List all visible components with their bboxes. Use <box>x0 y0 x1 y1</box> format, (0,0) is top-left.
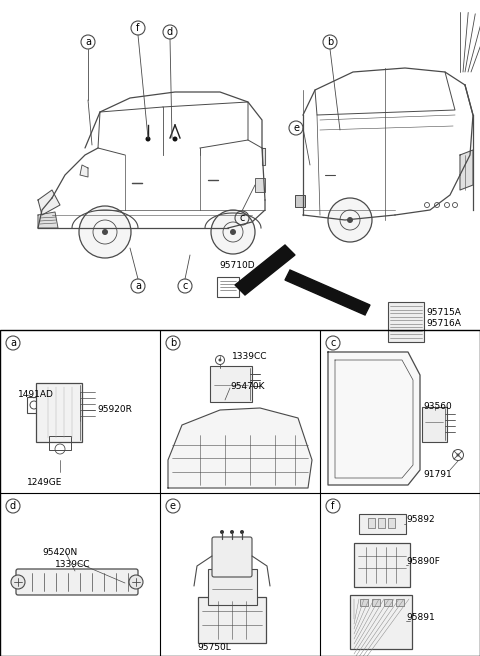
FancyBboxPatch shape <box>372 599 380 606</box>
Text: 95715A: 95715A <box>426 308 461 317</box>
Text: 93560: 93560 <box>423 402 452 411</box>
Text: d: d <box>10 501 16 511</box>
Text: 95920R: 95920R <box>97 405 132 415</box>
Text: 95420N: 95420N <box>42 548 77 557</box>
Text: c: c <box>182 281 188 291</box>
FancyBboxPatch shape <box>388 518 395 528</box>
FancyBboxPatch shape <box>255 178 265 192</box>
FancyBboxPatch shape <box>359 514 406 534</box>
Text: c: c <box>330 338 336 348</box>
FancyBboxPatch shape <box>210 366 252 402</box>
Circle shape <box>172 136 178 142</box>
Text: a: a <box>135 281 141 291</box>
FancyBboxPatch shape <box>368 518 375 528</box>
FancyBboxPatch shape <box>421 407 446 441</box>
FancyBboxPatch shape <box>384 599 392 606</box>
Circle shape <box>145 136 151 142</box>
Text: d: d <box>167 27 173 37</box>
Circle shape <box>79 206 131 258</box>
FancyBboxPatch shape <box>350 595 412 649</box>
Circle shape <box>218 358 221 361</box>
Text: b: b <box>327 37 333 47</box>
Text: a: a <box>10 338 16 348</box>
Bar <box>0 330 480 656</box>
Text: a: a <box>85 37 91 47</box>
Circle shape <box>347 217 353 223</box>
FancyBboxPatch shape <box>16 569 138 595</box>
Polygon shape <box>262 148 265 165</box>
Text: 1249GE: 1249GE <box>27 478 63 487</box>
Polygon shape <box>38 190 60 215</box>
Circle shape <box>129 575 143 589</box>
Polygon shape <box>168 408 312 488</box>
Text: c: c <box>240 213 245 223</box>
Text: 95891: 95891 <box>406 613 435 621</box>
Text: 1491AD: 1491AD <box>18 390 54 399</box>
Text: e: e <box>170 501 176 511</box>
Text: b: b <box>170 338 176 348</box>
Circle shape <box>230 530 234 534</box>
Polygon shape <box>328 352 420 485</box>
Text: 95890F: 95890F <box>406 556 440 565</box>
FancyBboxPatch shape <box>354 543 410 587</box>
Circle shape <box>230 229 236 235</box>
Text: 95716A: 95716A <box>426 319 461 328</box>
Circle shape <box>211 210 255 254</box>
FancyBboxPatch shape <box>396 599 404 606</box>
FancyBboxPatch shape <box>36 383 82 442</box>
Circle shape <box>11 575 25 589</box>
Text: f: f <box>136 23 140 33</box>
FancyBboxPatch shape <box>208 569 257 605</box>
Text: 95892: 95892 <box>406 516 434 525</box>
Circle shape <box>102 229 108 235</box>
Circle shape <box>456 453 459 457</box>
FancyBboxPatch shape <box>360 599 368 606</box>
Text: 1339CC: 1339CC <box>55 560 91 569</box>
FancyBboxPatch shape <box>378 518 385 528</box>
Circle shape <box>240 530 244 534</box>
Text: f: f <box>331 501 335 511</box>
Text: e: e <box>293 123 299 133</box>
Text: 95710D: 95710D <box>219 261 254 270</box>
FancyBboxPatch shape <box>198 597 266 643</box>
Circle shape <box>220 530 224 534</box>
Polygon shape <box>80 165 88 177</box>
Text: 91791: 91791 <box>423 470 452 479</box>
Polygon shape <box>285 270 370 315</box>
Polygon shape <box>38 212 58 228</box>
Text: 1339CC: 1339CC <box>232 352 267 361</box>
Text: 95470K: 95470K <box>230 382 264 391</box>
Text: 95750L: 95750L <box>197 643 231 652</box>
FancyBboxPatch shape <box>212 537 252 577</box>
Circle shape <box>328 198 372 242</box>
FancyBboxPatch shape <box>388 302 424 342</box>
Polygon shape <box>235 245 295 295</box>
Polygon shape <box>460 150 473 190</box>
FancyBboxPatch shape <box>295 195 305 207</box>
